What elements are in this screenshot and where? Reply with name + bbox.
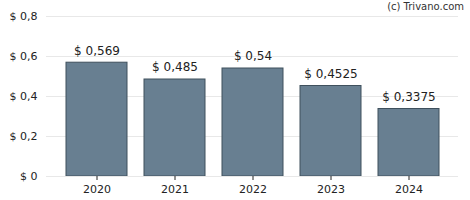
svg-text:2020: 2020 bbox=[83, 183, 111, 196]
svg-text:$ 0,4525: $ 0,4525 bbox=[304, 67, 357, 81]
svg-text:2024: 2024 bbox=[395, 183, 423, 196]
svg-text:2023: 2023 bbox=[317, 183, 345, 196]
svg-text:$ 0,54: $ 0,54 bbox=[234, 49, 272, 63]
svg-text:$ 0,6: $ 0,6 bbox=[10, 50, 38, 63]
svg-text:$ 0,8: $ 0,8 bbox=[10, 10, 38, 23]
svg-text:2021: 2021 bbox=[161, 183, 189, 196]
svg-text:$ 0,485: $ 0,485 bbox=[152, 60, 198, 74]
svg-text:$ 0,569: $ 0,569 bbox=[74, 44, 120, 58]
svg-text:$ 0: $ 0 bbox=[20, 170, 38, 183]
svg-text:2022: 2022 bbox=[239, 183, 267, 196]
html-text:(c) Trivano.com: (c) Trivano.com bbox=[387, 1, 464, 12]
svg-text:$ 0,4: $ 0,4 bbox=[10, 90, 38, 103]
svg-text:$ 0,2: $ 0,2 bbox=[10, 130, 38, 143]
svg-text:$ 0,3375: $ 0,3375 bbox=[382, 90, 435, 104]
